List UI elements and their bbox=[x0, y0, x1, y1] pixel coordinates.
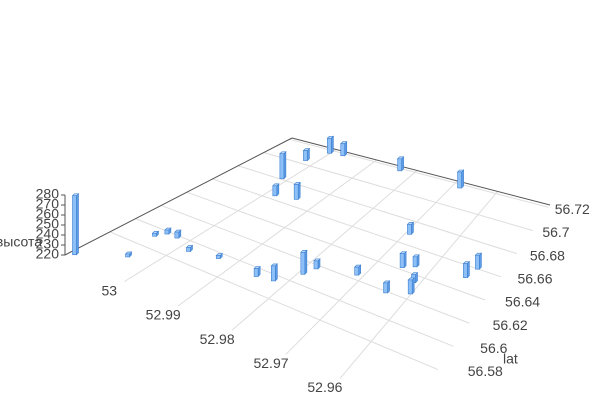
y-tick-label: 56.72 bbox=[555, 201, 590, 217]
y-tick-label: 56.68 bbox=[530, 247, 565, 263]
bar-front bbox=[272, 185, 278, 197]
z-tick-label: 250 bbox=[36, 216, 60, 232]
x-tick-label: 52.99 bbox=[146, 307, 181, 323]
bar bbox=[353, 264, 362, 276]
grid-line bbox=[285, 180, 458, 355]
bar-front bbox=[152, 232, 157, 237]
bar bbox=[407, 277, 415, 295]
bar bbox=[406, 221, 415, 236]
x-tick-label: 52.98 bbox=[200, 331, 235, 347]
bar-front bbox=[279, 153, 285, 180]
bar bbox=[462, 260, 471, 279]
z-axis-label: высота bbox=[0, 234, 42, 250]
bar bbox=[302, 147, 311, 162]
grid-line bbox=[186, 191, 486, 301]
bar-front bbox=[340, 143, 346, 157]
y-tick-label: 56.7 bbox=[542, 224, 569, 240]
bar-front bbox=[397, 158, 402, 172]
y-tick-label: 56.58 bbox=[468, 363, 503, 379]
bar bbox=[164, 227, 172, 235]
bar-front bbox=[303, 150, 308, 161]
bar-side bbox=[76, 193, 79, 256]
x-tick-label: 52.96 bbox=[307, 379, 342, 395]
bar-front bbox=[72, 195, 77, 256]
grid-line bbox=[212, 178, 502, 278]
bar-front bbox=[293, 184, 299, 200]
bar bbox=[185, 244, 194, 253]
bar-front bbox=[271, 265, 276, 282]
grid-line bbox=[135, 218, 454, 347]
bar bbox=[174, 229, 182, 239]
grid-line bbox=[177, 159, 377, 307]
z-tick-label: 230 bbox=[36, 236, 60, 252]
bar bbox=[474, 252, 483, 270]
bar-front bbox=[215, 255, 221, 259]
bar bbox=[270, 263, 279, 282]
z-tick-label: 220 bbox=[36, 246, 60, 262]
bar-front bbox=[253, 268, 259, 277]
y-tick-label: 56.64 bbox=[505, 294, 540, 310]
bar bbox=[326, 135, 335, 154]
y-tick-label: 56.6 bbox=[480, 340, 507, 356]
bar bbox=[215, 252, 223, 260]
grid-line bbox=[124, 149, 337, 283]
bar-front bbox=[412, 256, 418, 268]
bar bbox=[313, 258, 321, 270]
bar-front bbox=[174, 231, 180, 239]
bar bbox=[456, 169, 465, 189]
bar bbox=[151, 230, 160, 237]
bar bbox=[272, 183, 280, 197]
bar-front bbox=[475, 254, 480, 270]
bar bbox=[396, 156, 405, 172]
x-tick-label: 53 bbox=[102, 282, 118, 298]
bar-front bbox=[327, 137, 332, 154]
bar-front bbox=[457, 171, 462, 189]
floor-edge bbox=[64, 137, 293, 256]
grid-line bbox=[263, 152, 533, 231]
bar bbox=[253, 265, 261, 278]
bar-front bbox=[463, 263, 468, 278]
bar bbox=[300, 249, 308, 276]
floor-edge bbox=[291, 137, 551, 206]
grid-line bbox=[339, 191, 498, 379]
bar bbox=[382, 280, 391, 294]
bar bbox=[279, 151, 287, 180]
grid-line bbox=[231, 170, 418, 331]
bar-front bbox=[354, 266, 359, 276]
grid-line bbox=[237, 165, 517, 255]
bar-front bbox=[125, 253, 130, 258]
bar bbox=[71, 193, 80, 256]
bar bbox=[293, 181, 301, 201]
bar bbox=[412, 254, 420, 268]
z-tick-label: 240 bbox=[36, 226, 60, 242]
x-tick-label: 52.97 bbox=[253, 355, 288, 371]
bar-front bbox=[407, 279, 413, 295]
bar-front bbox=[399, 253, 405, 268]
bar-front bbox=[164, 229, 170, 235]
z-tick-label: 260 bbox=[36, 206, 60, 222]
bar-front bbox=[407, 223, 412, 235]
y-axis-label: lat bbox=[503, 351, 518, 367]
bar-front bbox=[186, 247, 191, 252]
bar-front bbox=[300, 251, 306, 275]
grid-line bbox=[109, 231, 438, 370]
bar bbox=[340, 141, 348, 157]
bar-front bbox=[383, 282, 388, 294]
y-tick-label: 56.66 bbox=[517, 271, 552, 287]
y-tick-label: 56.62 bbox=[493, 317, 528, 333]
z-tick-label: 270 bbox=[36, 196, 60, 212]
bar-front bbox=[313, 260, 319, 270]
bar bbox=[399, 250, 407, 269]
bar bbox=[124, 251, 133, 258]
z-tick-label: 280 bbox=[36, 186, 60, 202]
